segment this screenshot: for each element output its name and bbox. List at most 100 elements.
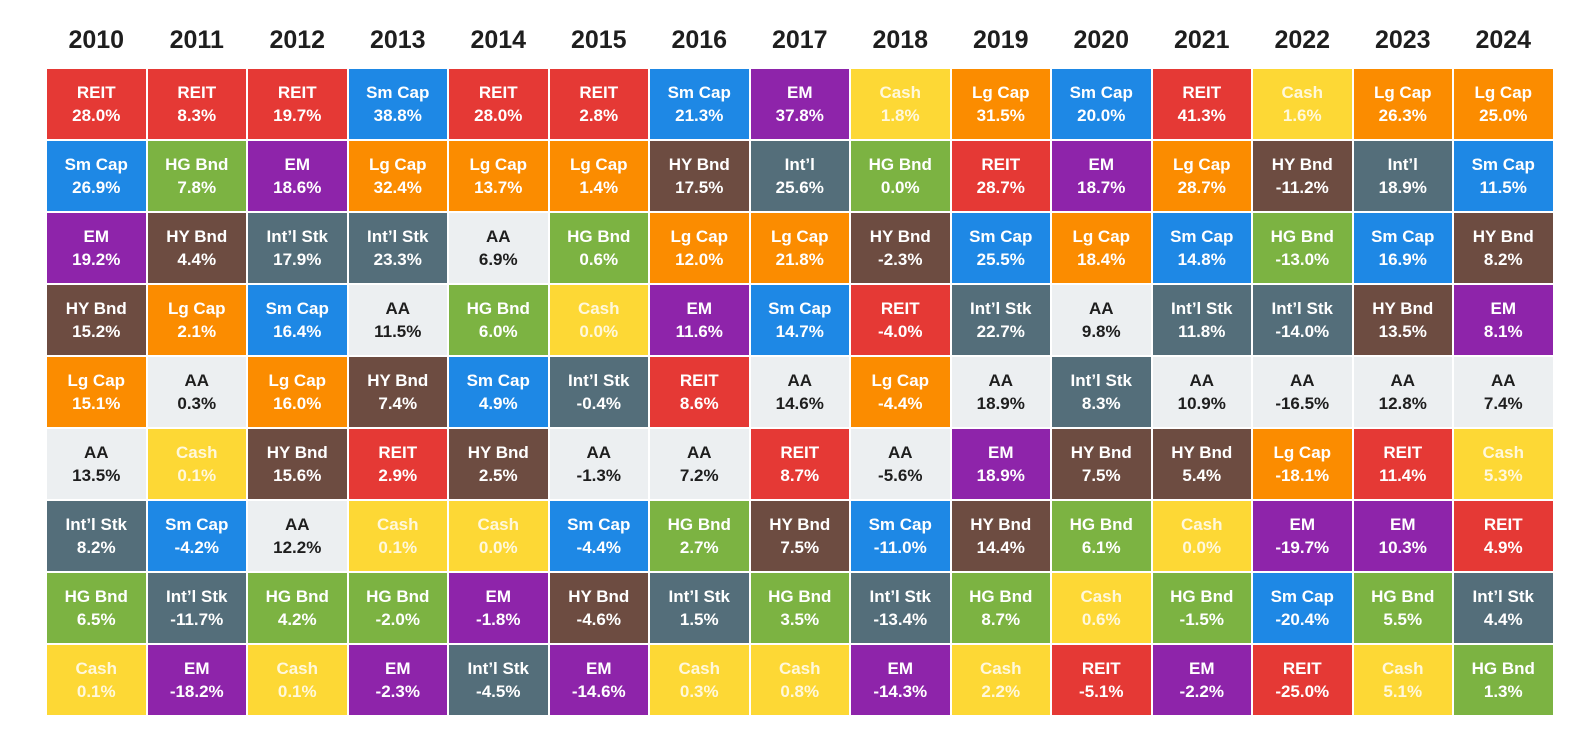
cell-asset-label: Sm Cap: [1471, 155, 1535, 174]
cell-asset-label: HG Bnd: [265, 587, 329, 606]
cell-return-value: 8.3%: [1081, 394, 1121, 413]
cell-asset-label: HY Bnd: [1070, 443, 1132, 462]
cell-2024-reit: REIT 4.9%: [1454, 501, 1553, 571]
cell-return-value: 14.6%: [775, 394, 824, 413]
cell-2018-sm-cap: Sm Cap -11.0%: [851, 501, 950, 571]
cell-asset-label: AA: [184, 371, 210, 390]
year-header-2015: 2015: [570, 26, 627, 54]
cell-2016-reit: REIT 8.6%: [650, 357, 749, 427]
cell-2023-hg-bnd: HG Bnd 5.5%: [1353, 573, 1452, 643]
cell-asset-label: EM: [988, 443, 1014, 462]
cell-2022-sm-cap: Sm Cap -20.4%: [1253, 573, 1352, 643]
cell-2012-cash: Cash 0.1%: [248, 645, 347, 715]
cell-asset-label: Sm Cap: [768, 299, 832, 318]
cell-2023-aa: AA 12.8%: [1353, 357, 1452, 427]
cell-2022-lg-cap: Lg Cap -18.1%: [1253, 429, 1352, 499]
cell-asset-label: EM: [1490, 299, 1517, 318]
cell-asset-label: Sm Cap: [667, 83, 731, 102]
cell-asset-label: Int’l Stk: [869, 587, 931, 606]
cell-return-value: 14.7%: [775, 322, 824, 341]
cell-2011-sm-cap: Sm Cap -4.2%: [147, 501, 246, 571]
cell-return-value: 12.0%: [675, 250, 724, 269]
cell-2022-em: EM -19.7%: [1253, 501, 1352, 571]
cell-return-value: 25.5%: [976, 250, 1025, 269]
cell-return-value: 18.4%: [1077, 250, 1126, 269]
cell-2021-intl-stk: Int’l Stk 11.8%: [1152, 285, 1251, 355]
cell-2010-em: EM 19.2%: [47, 213, 146, 283]
cell-asset-label: Sm Cap: [165, 515, 229, 534]
cell-return-value: 21.8%: [775, 250, 824, 269]
cell-asset-label: Lg Cap: [1273, 443, 1332, 462]
cell-2017-intl: Int’l 25.6%: [750, 141, 849, 211]
cell-return-value: 26.3%: [1378, 106, 1427, 125]
cell-asset-label: HG Bnd: [366, 587, 430, 606]
cell-return-value: -18.1%: [1275, 466, 1330, 485]
cell-return-value: -5.6%: [878, 466, 923, 485]
cell-2019-aa: AA 18.9%: [951, 357, 1050, 427]
cell-return-value: 0.1%: [177, 466, 217, 485]
cell-asset-label: EM: [485, 587, 512, 606]
cell-asset-label: Sm Cap: [1270, 587, 1334, 606]
cell-2022-hy-bnd: HY Bnd -11.2%: [1253, 141, 1352, 211]
cell-asset-label: HY Bnd: [970, 515, 1032, 534]
cell-return-value: 0.6%: [1081, 610, 1121, 629]
cell-asset-label: REIT: [378, 443, 418, 462]
cell-asset-label: EM: [887, 659, 914, 678]
cell-asset-label: Int’l Stk: [467, 659, 529, 678]
cell-asset-label: REIT: [177, 83, 217, 102]
cell-asset-label: Lg Cap: [569, 155, 628, 174]
cell-2011-lg-cap: Lg Cap 2.1%: [147, 285, 246, 355]
cell-asset-label: HG Bnd: [768, 587, 832, 606]
cell-return-value: 15.2%: [72, 322, 121, 341]
cell-return-value: 18.7%: [1077, 178, 1126, 197]
cell-return-value: 7.4%: [378, 394, 418, 413]
cell-return-value: -1.3%: [576, 466, 621, 485]
cell-return-value: 15.6%: [273, 466, 322, 485]
cell-return-value: -4.2%: [174, 538, 219, 557]
cell-2010-intl-stk: Int’l Stk 8.2%: [47, 501, 146, 571]
cell-return-value: 8.3%: [177, 106, 217, 125]
cell-2023-intl: Int’l 18.9%: [1353, 141, 1452, 211]
cell-2023-em: EM 10.3%: [1353, 501, 1452, 571]
cell-2015-em: EM -14.6%: [549, 645, 648, 715]
cell-2012-lg-cap: Lg Cap 16.0%: [248, 357, 347, 427]
cell-2011-em: EM -18.2%: [147, 645, 246, 715]
cell-return-value: 1.4%: [579, 178, 619, 197]
cell-return-value: 1.3%: [1483, 682, 1523, 701]
cell-return-value: 19.7%: [273, 106, 322, 125]
cell-asset-label: AA: [1088, 299, 1114, 318]
cell-2017-hy-bnd: HY Bnd 7.5%: [750, 501, 849, 571]
cell-asset-label: HG Bnd: [1471, 659, 1535, 678]
cell-return-value: -4.4%: [576, 538, 621, 557]
cell-2016-lg-cap: Lg Cap 12.0%: [650, 213, 749, 283]
cell-return-value: 38.8%: [373, 106, 422, 125]
cell-return-value: 4.9%: [1483, 538, 1523, 557]
cell-asset-label: Int’l: [1387, 155, 1418, 174]
cell-return-value: -14.3%: [873, 682, 928, 701]
cell-return-value: 2.8%: [579, 106, 619, 125]
cell-return-value: 5.5%: [1383, 610, 1423, 629]
cell-return-value: 6.0%: [478, 322, 518, 341]
cell-asset-label: Cash: [477, 515, 520, 534]
cell-asset-label: REIT: [981, 155, 1021, 174]
cell-asset-label: Lg Cap: [1474, 83, 1533, 102]
cell-return-value: 28.7%: [976, 178, 1025, 197]
cell-asset-label: Cash: [577, 299, 620, 318]
cell-2015-aa: AA -1.3%: [549, 429, 648, 499]
cell-return-value: 17.9%: [273, 250, 322, 269]
cell-2022-hg-bnd: HG Bnd -13.0%: [1253, 213, 1352, 283]
cell-return-value: 20.0%: [1077, 106, 1126, 125]
cell-return-value: 16.0%: [273, 394, 322, 413]
cell-return-value: 4.4%: [1483, 610, 1523, 629]
cell-return-value: 15.1%: [72, 394, 121, 413]
cell-2016-aa: AA 7.2%: [650, 429, 749, 499]
cell-asset-label: AA: [1390, 371, 1416, 390]
cell-2019-hy-bnd: HY Bnd 14.4%: [951, 501, 1050, 571]
cell-return-value: 6.9%: [478, 250, 518, 269]
cell-asset-label: EM: [284, 155, 311, 174]
cell-asset-label: Sm Cap: [567, 515, 631, 534]
cell-asset-label: Int’l Stk: [367, 227, 429, 246]
cell-return-value: -2.2%: [1179, 682, 1224, 701]
cell-asset-label: REIT: [76, 83, 116, 102]
